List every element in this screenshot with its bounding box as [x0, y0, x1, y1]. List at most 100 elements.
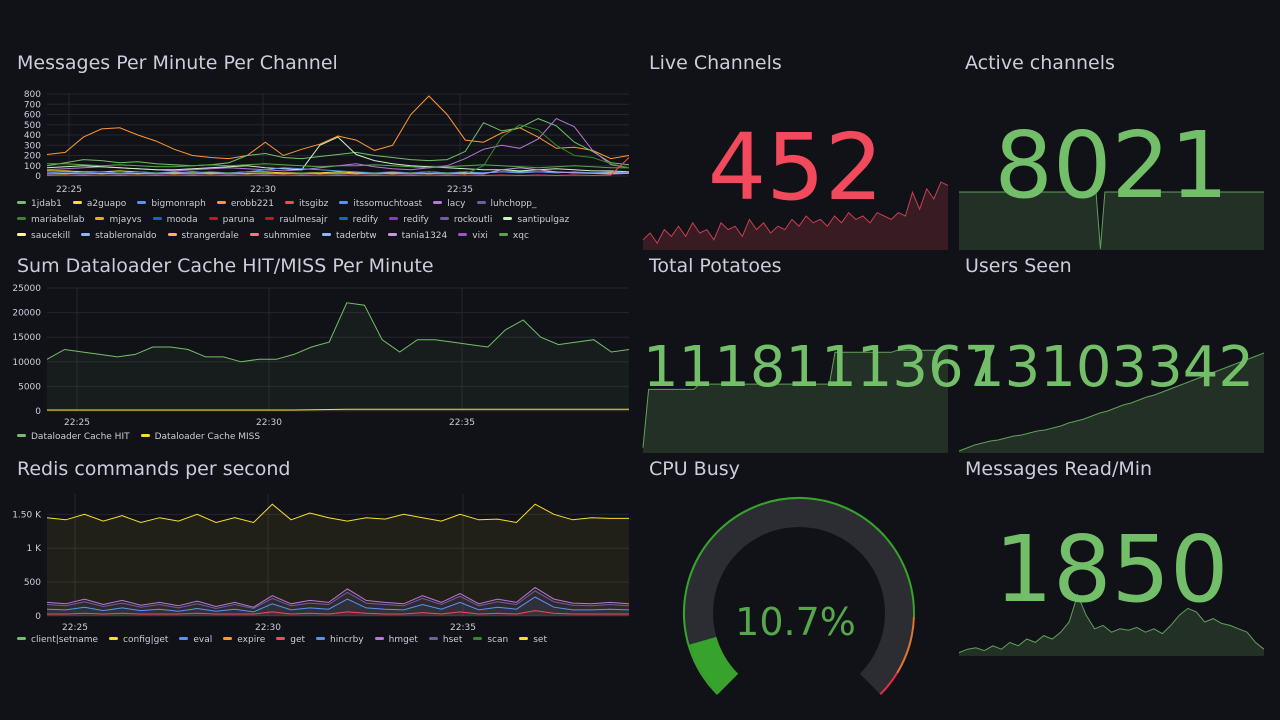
legend-item[interactable]: redify: [389, 212, 429, 228]
legend-item[interactable]: hset: [428, 632, 462, 648]
series-line[interactable]: [47, 163, 629, 169]
legend-swatch: [17, 233, 26, 236]
series-line[interactable]: [46, 167, 630, 175]
legend-item[interactable]: mariabellab: [17, 212, 84, 228]
legend-label: xqc: [512, 231, 529, 241]
legend-item[interactable]: a2guapo: [72, 196, 126, 212]
y-tick-label: 300: [24, 141, 41, 151]
legend-item[interactable]: erobb221: [216, 196, 274, 212]
redis-legend: client|setname config|get eval expire get hin…: [17, 632, 617, 648]
live-channels-panel[interactable]: Live Channels 452: [642, 52, 949, 250]
series-line[interactable]: [46, 136, 630, 173]
series-line[interactable]: [46, 157, 630, 177]
legend-item[interactable]: Dataloader Cache HIT: [17, 429, 130, 445]
legend-item[interactable]: hincrby: [316, 632, 364, 648]
legend-item[interactable]: eval: [179, 632, 212, 648]
total-potatoes-panel[interactable]: Total Potatoes 1118111367: [642, 255, 999, 453]
legend-label: expire: [237, 635, 266, 645]
y-tick-label: 5000: [18, 382, 41, 392]
legend-label: mooda: [166, 215, 198, 225]
legend-item[interactable]: mooda: [152, 212, 198, 228]
sparkline-line: [958, 352, 1265, 452]
panel-title: Live Channels: [649, 52, 782, 74]
legend-item[interactable]: lacy: [433, 196, 466, 212]
x-tick-label: 22:25: [56, 185, 82, 195]
legend-swatch: [389, 217, 399, 220]
y-tick-label: 0: [35, 172, 41, 182]
series-line[interactable]: [47, 610, 629, 615]
legend-item[interactable]: stableronaldo: [81, 228, 157, 244]
legend-item[interactable]: scan: [473, 632, 508, 648]
legend-swatch: [433, 201, 443, 204]
legend-item[interactable]: itsgibz: [285, 196, 328, 212]
legend-item[interactable]: tania1324: [387, 228, 447, 244]
legend-item[interactable]: santipulgaz: [503, 212, 569, 228]
legend-item[interactable]: xqc: [498, 228, 529, 244]
legend-label: suhmmiee: [263, 231, 311, 241]
panel-title: CPU Busy: [649, 458, 740, 480]
series-line[interactable]: [46, 503, 629, 524]
legend-item[interactable]: itssomuchtoast: [339, 196, 422, 212]
legend-label: rockoutli: [453, 215, 493, 225]
messages-per-minute-panel[interactable]: Messages Per Minute Per Channel 800 700 60…: [17, 52, 630, 248]
legend-item[interactable]: config|get: [109, 632, 168, 648]
redis-commands-panel[interactable]: Redis commands per second 1.50 K 1 K 500 0 2…: [12, 458, 630, 650]
series-line[interactable]: [47, 408, 629, 411]
legend-swatch: [339, 201, 349, 204]
legend-item[interactable]: strangerdale: [167, 228, 239, 244]
legend-item[interactable]: suhmmiee: [249, 228, 311, 244]
legend-item[interactable]: luhchopp_: [476, 196, 537, 212]
legend-label: Dataloader Cache HIT: [31, 432, 130, 442]
redis-chart[interactable]: 1.50 K 1 K 500 0 22:25 22:30 22:35: [12, 486, 630, 636]
panel-title: Sum Dataloader Cache HIT/MISS Per Minute: [17, 255, 434, 277]
legend-label: lacy: [447, 199, 466, 209]
legend-label: hincrby: [330, 635, 364, 645]
series-line[interactable]: [46, 118, 630, 167]
series-area: [47, 302, 629, 411]
legend-item[interactable]: raulmesajr: [265, 212, 328, 228]
legend-item[interactable]: saucekill: [17, 228, 70, 244]
users-seen-panel[interactable]: Users Seen 13103342: [958, 255, 1265, 453]
sparkline-area: [959, 594, 1264, 656]
series-line[interactable]: [46, 586, 630, 608]
legend-swatch: [316, 637, 326, 640]
series-line[interactable]: [46, 95, 630, 160]
legend-label: saucekill: [31, 231, 71, 241]
legend-item[interactable]: client|setname: [17, 632, 98, 648]
series-line[interactable]: [46, 596, 630, 613]
legend-item[interactable]: rockoutli: [439, 212, 493, 228]
legend-item[interactable]: Dataloader Cache MISS: [140, 429, 260, 445]
legend-label: hmget: [388, 635, 418, 645]
legend-item[interactable]: set: [519, 632, 547, 648]
legend-label: scan: [487, 635, 509, 645]
legend-swatch: [17, 434, 26, 437]
legend-item[interactable]: paruna: [208, 212, 254, 228]
legend-item[interactable]: expire: [223, 632, 265, 648]
x-tick-label: 22:25: [64, 418, 90, 428]
y-tick-label: 0: [35, 407, 41, 417]
active-channels-panel[interactable]: Active channels 8021: [959, 52, 1264, 250]
y-tick-label: 600: [24, 111, 41, 121]
series-line[interactable]: [46, 167, 630, 174]
dataloader-chart[interactable]: 25000 20000 15000 10000 5000 0 22:25 22:30 22:35: [12, 283, 630, 428]
series-line[interactable]: [46, 302, 630, 363]
legend-item[interactable]: 1jdab1: [17, 196, 62, 212]
cpu-busy-panel[interactable]: CPU Busy 10.7%: [643, 458, 948, 696]
legend-label: get: [290, 635, 306, 645]
legend-item[interactable]: mjayvs: [95, 212, 142, 228]
legend-item[interactable]: vixi: [458, 228, 488, 244]
legend-item[interactable]: bigmonraph: [137, 196, 206, 212]
dataloader-cache-panel[interactable]: Sum Dataloader Cache HIT/MISS Per Minute…: [12, 255, 630, 447]
sparkline-line: [642, 181, 949, 245]
messages-read-panel[interactable]: Messages Read/Min 1850: [958, 458, 1265, 656]
legend-swatch: [81, 233, 91, 236]
series-line[interactable]: [47, 124, 630, 175]
legend-swatch: [265, 217, 275, 220]
y-tick-label: 25000: [12, 284, 41, 294]
legend-item[interactable]: taderbtw: [321, 228, 377, 244]
legend-item[interactable]: hmget: [374, 632, 418, 648]
series-line[interactable]: [46, 590, 630, 610]
legend-item[interactable]: get: [276, 632, 305, 648]
legend-item[interactable]: redify: [338, 212, 378, 228]
